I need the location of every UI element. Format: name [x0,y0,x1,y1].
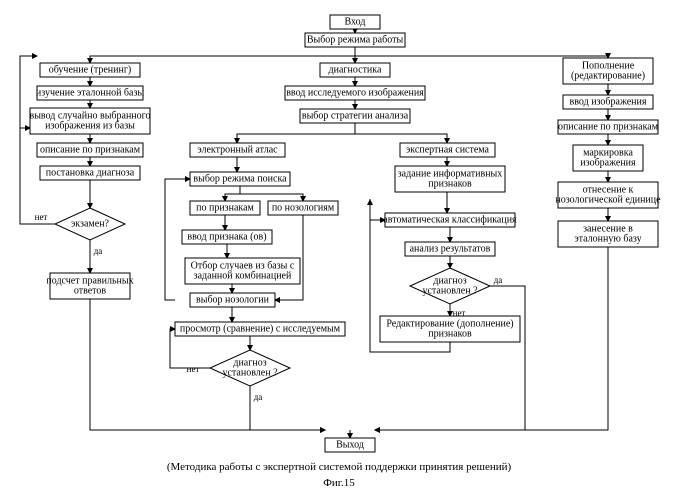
n_bynoz-label: по нозологиям [272,202,335,213]
n_inpimg2-label: ввод изображения [570,96,647,107]
n_entry-label: Вход [345,16,366,27]
n_expert-label: экспертная система [406,144,490,155]
n_study-label: изучение эталонной базы [36,87,145,98]
branch-label: да [254,392,263,402]
n_autoclass-label: автоматическая классификация [383,214,517,225]
flow-edge [90,47,355,63]
n_srchmode-label: выбор режима поиска [193,173,287,184]
branch-label: нет [35,212,48,222]
n_update-label: (редактирование) [571,70,645,81]
flow-edge [240,186,303,201]
n_randimg-label: изображения из базы [45,120,135,131]
n_analysis-label: анализ результатов [410,243,491,254]
n_byfeat-label: по признакам [196,202,254,213]
n_inputimg-label: ввод исследуемого изображения [286,87,424,98]
n_compare-label: просмотр (сравнение) с исследуемым [180,323,341,334]
n_exit-label: Выход [336,439,364,450]
figure-number: Фиг.15 [323,477,355,489]
n_atlas-label: электронный атлас [197,144,278,155]
flow-edge [355,47,608,58]
n_diagq1-label: установлен ? [222,367,278,378]
branch-label: да [94,246,103,256]
n_setfeat-label: признаков [428,178,472,189]
n_editfeat-label: признаков [428,328,472,339]
n_train-label: обучение (тренинг) [49,64,132,75]
n_diagq2-label: установлен ? [422,285,478,296]
n_mode-label: Выбор режима работы [307,34,404,45]
flow-edge [237,123,355,143]
n_descfeat-label: описание по признакам [40,144,141,155]
n_diag-label: диагностика [329,64,382,75]
n_markimg-label: изображения [580,157,636,168]
n_descfeat2-label: описание по признакам [558,121,659,132]
branch-label: да [494,275,503,285]
flow-edge [225,186,240,201]
n_strategy-label: выбор стратегии анализа [302,110,409,121]
flow-edge [90,299,325,430]
n_selcase-label: заданной комбинацией [194,270,292,281]
figure-caption: (Методика работы с экспертной системой п… [167,461,512,473]
n_selnoz-label: выбор нозологии [196,294,270,305]
branch-label: нет [453,308,466,318]
n_diagset-label: постановка диагноза [46,167,135,178]
n_enterfeat-label: ввод признака (ов) [187,231,266,242]
branch-label: нет [187,364,200,374]
n_relnoz-label: нозологической единице [555,194,661,205]
n_store-label: эталонную базу [574,233,641,244]
flow-edge [355,123,447,143]
n_countans-label: ответов [74,285,107,296]
n_exam-label: экзамен? [71,218,110,229]
